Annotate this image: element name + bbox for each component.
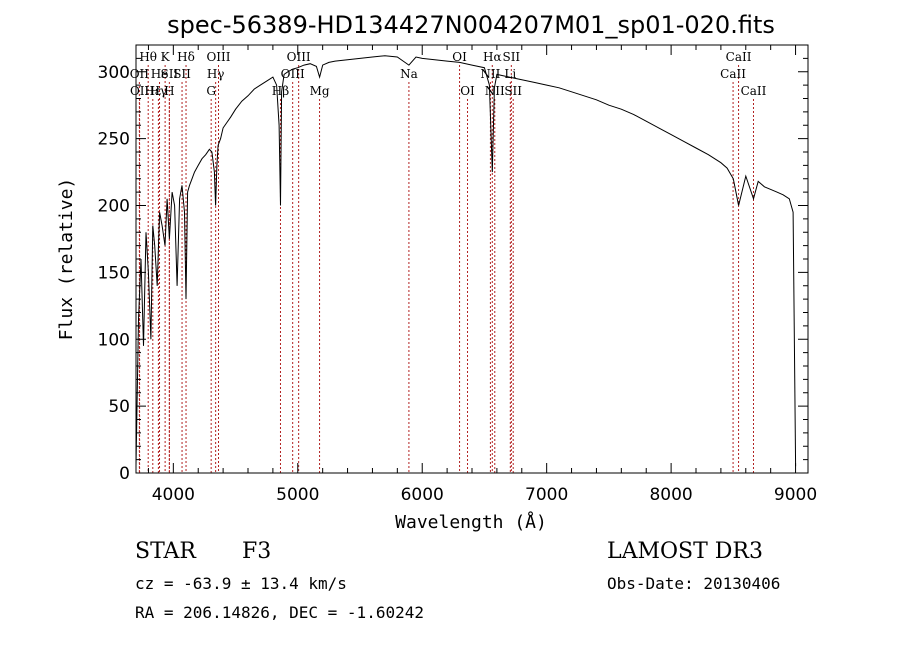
- coordinates: RA = 206.14826, DEC = -1.60242: [135, 603, 424, 622]
- spectral-line-label: SII: [502, 50, 520, 64]
- spectral-line-label: OIII: [287, 50, 311, 64]
- y-tick-label: 100: [98, 330, 130, 350]
- obs-date: Obs-Date: 20130406: [607, 574, 781, 593]
- spectral-line-label: SII: [160, 67, 178, 81]
- y-tick-label: 50: [108, 397, 130, 417]
- spectral-line-label: Hθ: [139, 50, 157, 64]
- x-tick-label: 9000: [774, 485, 817, 505]
- spectral-line-label: He: [151, 67, 169, 81]
- spectral-line-label: SII: [173, 67, 191, 81]
- y-axis-ticks: 0 50 100 150 200 250 300: [98, 44, 808, 484]
- spectral-line-label: Li: [504, 67, 516, 81]
- y-tick-label: 200: [98, 197, 130, 217]
- spectral-line-label: OII: [130, 67, 150, 81]
- x-axis-ticks: 4000 5000 6000 7000 8000 9000: [147, 45, 817, 505]
- spectral-line-label: Hα: [483, 50, 502, 64]
- spectral-line-label: Hδ: [177, 50, 195, 64]
- spectral-line-label: Hγ: [150, 84, 168, 98]
- x-tick-label: 8000: [649, 485, 692, 505]
- spectral-line-label: OIII: [206, 50, 230, 64]
- object-class: STAR: [135, 539, 196, 564]
- x-tick-label: 4000: [152, 485, 195, 505]
- spectral-line-label: H: [164, 84, 174, 98]
- x-tick-label: 6000: [401, 485, 444, 505]
- spectral-line-label: OI: [460, 84, 475, 98]
- spectral-line-label: G: [206, 84, 216, 98]
- survey-name: LAMOST DR3: [607, 539, 763, 564]
- spectral-line-label: SII: [504, 84, 522, 98]
- x-tick-label: 7000: [525, 485, 568, 505]
- spectral-line-label: OI: [452, 50, 467, 64]
- chart-title: spec-56389-HD134427N004207M01_sp01-020.f…: [167, 11, 775, 39]
- spectral-line-label: CaII: [720, 67, 746, 81]
- spectral-line-label: Hε: [144, 84, 161, 98]
- object-subclass: F3: [242, 539, 272, 564]
- x-tick-label: 5000: [276, 485, 319, 505]
- spectral-line-label: CaII: [726, 50, 752, 64]
- y-tick-label: 300: [98, 63, 130, 83]
- spectral-line-label: K: [161, 50, 171, 64]
- plot-frame: [135, 44, 809, 474]
- y-tick-label: 0: [119, 464, 130, 484]
- spectral-line-label: Mg: [310, 84, 330, 98]
- redshift-readout: cz = -63.9 ± 13.4 km/s: [135, 574, 347, 593]
- spectral-line-label: OII: [130, 84, 150, 98]
- spectral-line-label: CaII: [741, 84, 767, 98]
- y-axis-label: Flux (relative): [56, 178, 77, 341]
- x-axis-label: Wavelength (Å): [395, 511, 547, 533]
- spectral-line-label: Hγ: [207, 67, 225, 81]
- y-tick-label: 150: [98, 263, 130, 283]
- spectral-line-label: Na: [400, 67, 418, 81]
- y-tick-label: 250: [98, 130, 130, 150]
- spectral-line-label: OIII: [281, 67, 305, 81]
- spectral-line-label: Hβ: [272, 84, 289, 98]
- spectral-line-label: NII: [480, 67, 500, 81]
- spectrum-line: [135, 55, 797, 467]
- spectral-line-markers: [138, 65, 754, 473]
